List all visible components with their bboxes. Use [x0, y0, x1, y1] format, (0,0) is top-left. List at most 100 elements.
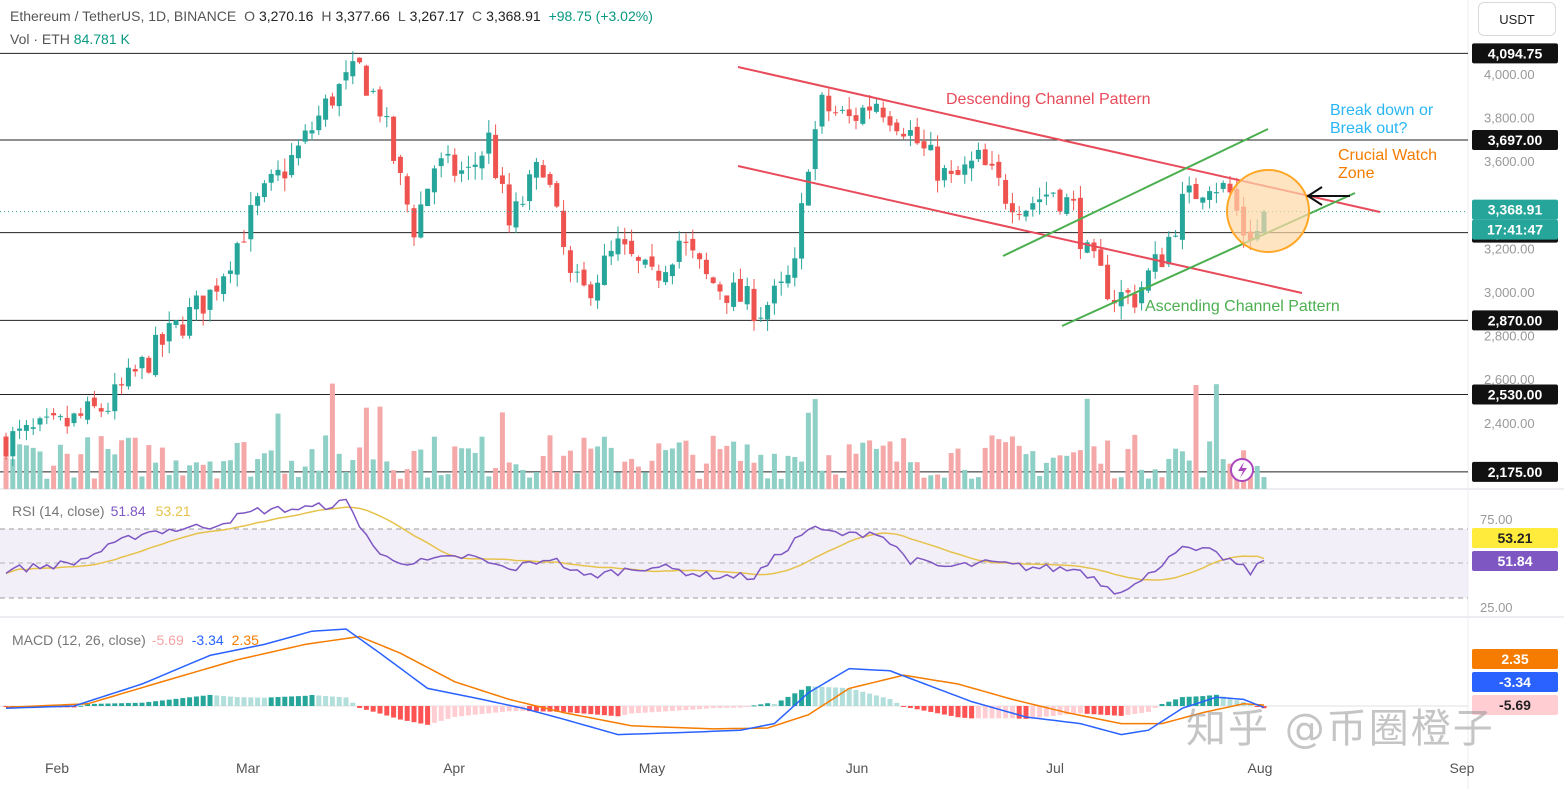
volume-bar	[173, 460, 179, 489]
volume-bar	[1254, 465, 1260, 489]
candle-body	[282, 171, 288, 179]
candle-body	[166, 323, 172, 342]
volume-bar	[146, 445, 152, 489]
macd-histogram-bar	[629, 706, 635, 714]
macd-histogram-bar	[1186, 696, 1192, 706]
volume-bar	[159, 447, 165, 489]
candle-body	[1166, 236, 1172, 265]
macd-histogram-bar	[907, 706, 913, 708]
volume-bar	[935, 474, 941, 489]
y-tick-label: 2,400.00	[1484, 416, 1535, 431]
macd-histogram-bar	[819, 686, 825, 706]
current-price-tag-bg	[1472, 199, 1558, 220]
macd-histogram-bar	[1071, 706, 1077, 714]
candle-body	[792, 258, 798, 278]
candle-body	[799, 203, 805, 259]
macd-histogram-bar	[656, 706, 662, 712]
candle-body	[17, 428, 23, 431]
x-tick-label: Sep	[1450, 760, 1475, 776]
price-line-tag-bg	[1472, 130, 1558, 151]
macd-histogram-bar	[275, 697, 281, 706]
volume-bar	[1009, 436, 1015, 489]
rsi-tag: 51.84	[1472, 551, 1558, 571]
symbol-name[interactable]: Ethereum / TetherUS, 1D, BINANCE	[10, 8, 237, 24]
y-tick-label: 3,600.00	[1484, 154, 1535, 169]
candle-body	[323, 98, 329, 120]
volume-bar	[574, 473, 580, 489]
volume-bar	[948, 453, 954, 489]
rsi-label: RSI (14, close)	[12, 503, 105, 519]
volume-bar	[663, 450, 669, 489]
candle-body	[839, 109, 845, 111]
macd-histogram-bar	[676, 706, 682, 711]
volume-bar	[867, 440, 873, 489]
candle-body	[1071, 198, 1077, 201]
candle-body	[731, 282, 737, 307]
volume-bar	[758, 454, 764, 489]
macd-histogram-bar	[357, 706, 363, 708]
candle-body	[737, 278, 743, 302]
volume-bar	[527, 477, 533, 489]
high-label: H	[321, 8, 332, 24]
price-line-tag: 2,175.00	[1472, 461, 1558, 482]
candle-body	[425, 188, 431, 207]
macd-hist-tag-bg	[1472, 695, 1558, 715]
volume-bar	[493, 468, 499, 489]
macd-histogram-bar	[887, 699, 893, 706]
volume-bar	[975, 477, 981, 489]
macd-histogram-bar	[159, 700, 165, 706]
volume-bar	[520, 469, 526, 489]
descending-channel-lower	[737, 165, 1303, 294]
volume-bar	[1084, 398, 1090, 489]
volume-bar	[431, 436, 437, 489]
volume-bar	[839, 477, 845, 489]
volume-bar	[200, 464, 206, 489]
volume-bar	[812, 399, 818, 489]
candle-body	[921, 141, 927, 149]
macd-tag-text: -3.34	[1499, 674, 1531, 690]
macd-label: MACD (12, 26, close)	[12, 632, 146, 648]
candle-body	[1145, 270, 1151, 291]
rsi-legend[interactable]: RSI (14, close) 51.84 53.21	[12, 503, 191, 519]
volume-bar	[438, 475, 444, 489]
volume-bar	[873, 448, 879, 489]
candle-body	[431, 168, 437, 193]
candle-body	[635, 257, 641, 261]
price-line-tag-text: 2,870.00	[1488, 312, 1543, 328]
macd-legend[interactable]: MACD (12, 26, close) -5.69 -3.34 2.35	[12, 632, 259, 648]
price-line-tag-bg	[1472, 43, 1558, 64]
volume-bar	[166, 475, 172, 489]
candle-body	[221, 276, 227, 295]
rsi-line	[5, 498, 1265, 595]
volume-bar	[472, 452, 478, 489]
candle-body	[241, 241, 247, 243]
volume-bar	[751, 462, 757, 489]
currency-button[interactable]: USDT	[1478, 2, 1556, 36]
candle-body	[452, 154, 458, 176]
macd-histogram-bar	[941, 706, 947, 715]
volume-bar	[336, 453, 342, 489]
candle-body	[812, 129, 818, 170]
rsi-ma-tag-text: 53.21	[1497, 530, 1532, 546]
volume-bar	[1057, 455, 1063, 489]
macd-histogram-bar	[601, 706, 607, 716]
candle-body	[85, 401, 91, 420]
candle-body	[744, 286, 750, 305]
volume-bar	[1125, 448, 1131, 489]
macd-signal-tag-text: 2.35	[1501, 651, 1528, 667]
candle-body	[765, 304, 771, 320]
candle-body	[1037, 199, 1043, 203]
price-line-tag-text: 2,175.00	[1488, 464, 1543, 480]
macd-histogram-bar	[207, 694, 213, 706]
macd-histogram-bar	[846, 688, 852, 706]
candle-body	[132, 369, 138, 372]
candle-body	[472, 164, 478, 167]
candle-body	[669, 264, 675, 277]
candle-body	[642, 259, 648, 265]
macd-histogram-bar	[1173, 699, 1179, 706]
macd-histogram-bar	[690, 706, 696, 710]
candle-body	[1023, 210, 1029, 217]
candle-body	[928, 144, 934, 151]
candle-body	[1132, 293, 1138, 308]
